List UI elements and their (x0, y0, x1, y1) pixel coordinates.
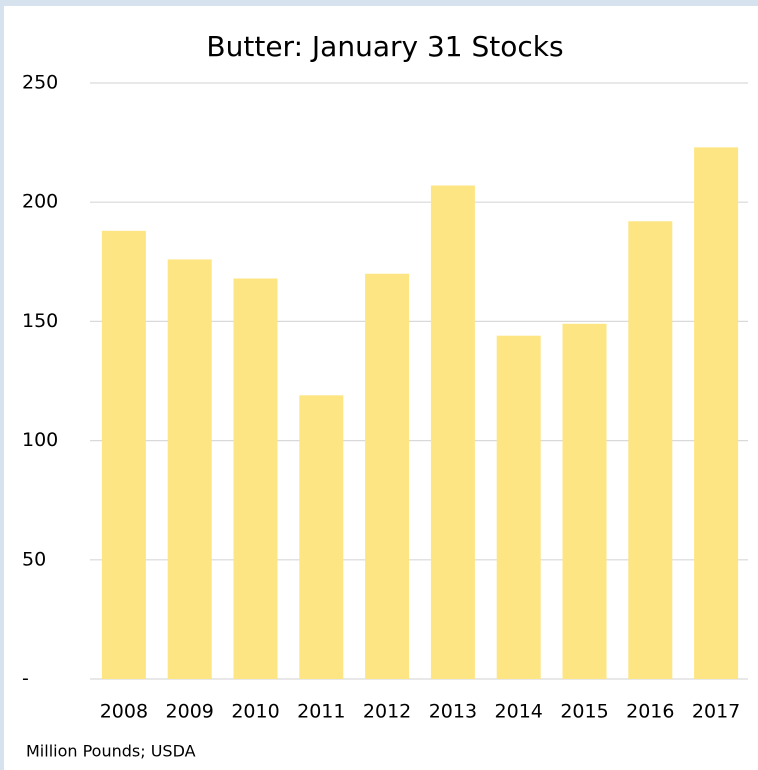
x-tick-label: 2013 (429, 701, 477, 723)
x-tick-label: 2017 (692, 701, 740, 723)
y-tick-label: 100 (22, 429, 58, 451)
bar (365, 273, 410, 679)
bar (430, 185, 475, 679)
frame-left (0, 0, 4, 770)
y-tick-label: 50 (22, 548, 46, 570)
bar (101, 230, 146, 680)
bar (496, 335, 541, 679)
bar (167, 259, 212, 679)
bar (628, 221, 673, 679)
bar (233, 278, 278, 679)
y-tick-label: - (22, 668, 29, 690)
y-tick-label: 250 (22, 72, 58, 94)
frame-top (0, 0, 758, 6)
x-tick-label: 2008 (100, 701, 148, 723)
x-tick-label: 2011 (297, 701, 345, 723)
x-tick-label: 2016 (626, 701, 674, 723)
bar (562, 323, 607, 679)
x-tick-label: 2012 (363, 701, 411, 723)
chart-title: Butter: January 31 Stocks (206, 30, 563, 63)
x-tick-label: 2010 (231, 701, 279, 723)
note: Million Pounds; USDA (26, 742, 196, 761)
y-tick-label: 200 (22, 191, 58, 213)
x-tick-label: 2015 (560, 701, 608, 723)
bar (694, 147, 739, 680)
x-tick-label: 2014 (495, 701, 543, 723)
bar (299, 395, 344, 679)
x-tick-label: 2009 (166, 701, 214, 723)
y-tick-label: 150 (22, 310, 58, 332)
